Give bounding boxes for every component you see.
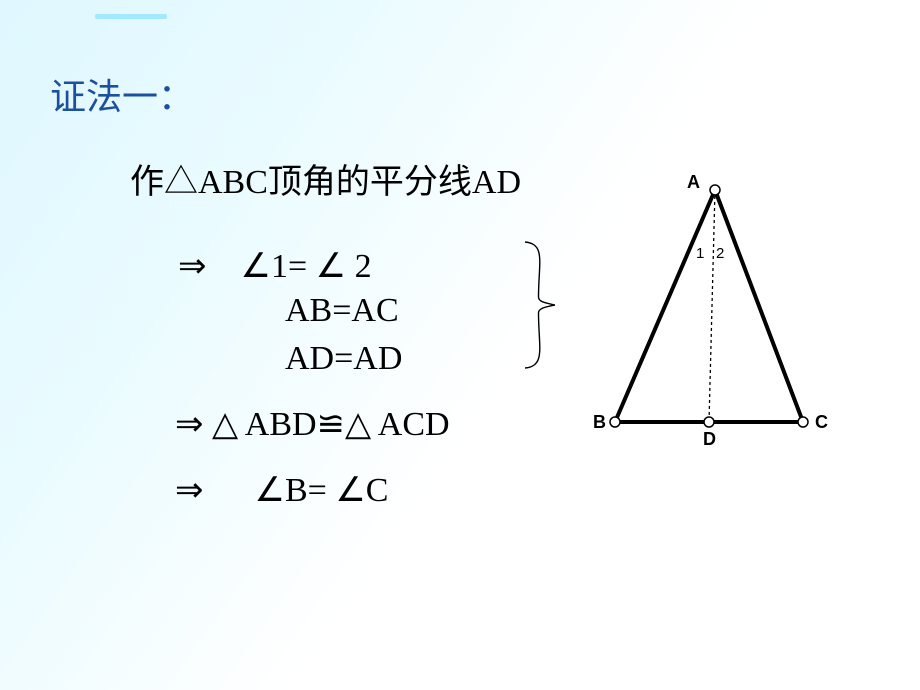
proof-line-angle-b-c: ⇒ ∠B= ∠C: [175, 462, 388, 511]
top-accent-bar: [95, 14, 167, 19]
svg-text:C: C: [815, 412, 828, 432]
triangle-diagram: A B C D 12: [585, 170, 865, 460]
proof-method-title: 证法一：: [50, 68, 194, 120]
svg-text:1: 1: [696, 245, 704, 262]
svg-text:D: D: [703, 429, 716, 449]
svg-text:A: A: [687, 172, 700, 192]
proof-line-ab-ac: AB=AC: [285, 292, 399, 330]
proof-line-ad-ad: AD=AD: [285, 340, 402, 378]
proof-line-congruent: ⇒ △ ABD≌△ ACD: [175, 404, 450, 444]
svg-text:B: B: [593, 412, 606, 432]
proof-line-angle-eq: ⇒ ∠1= ∠ 2: [178, 238, 372, 287]
svg-text:2: 2: [716, 245, 724, 262]
proof-line-construction: 作△ABC顶角的平分线AD: [130, 154, 521, 203]
brace-right-icon: [525, 240, 555, 370]
